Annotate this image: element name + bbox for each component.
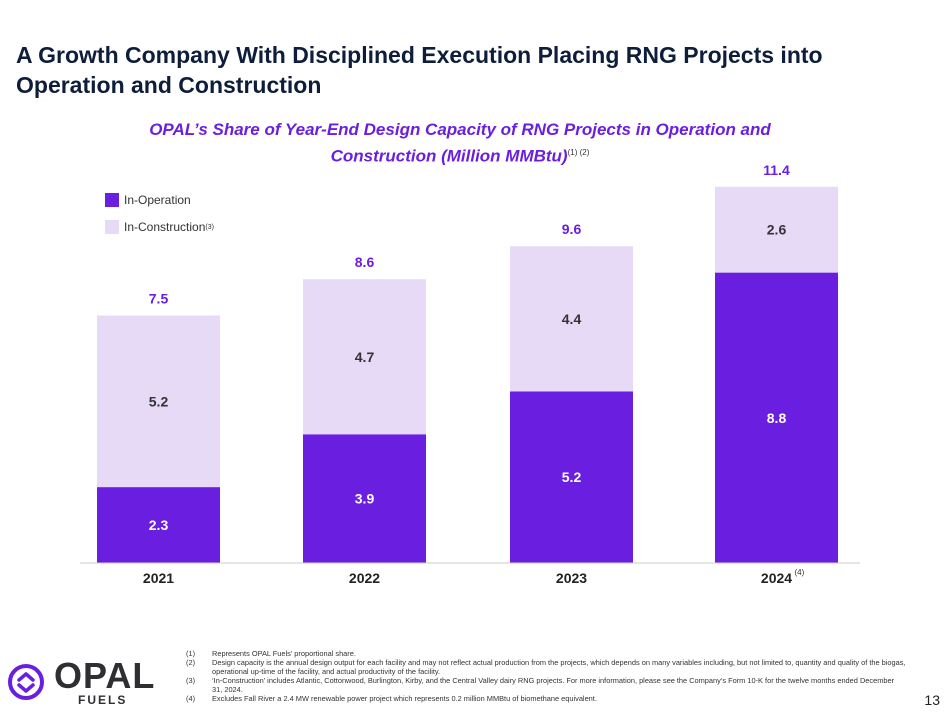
footnote-text: Excludes Fall River a 2.4 MW renewable p… — [212, 694, 597, 703]
footnote-number: (3) — [186, 676, 196, 685]
x-tick-footnote: (4) — [795, 568, 805, 577]
footnote-text: Design capacity is the annual design out… — [212, 658, 906, 676]
legend: In-Operation In-Construction (3) — [105, 193, 214, 247]
footnote-number: (2) — [186, 658, 196, 667]
legend-item-in-operation: In-Operation — [105, 193, 214, 207]
footnote: (1) Represents OPAL Fuels’ proportional s… — [186, 649, 906, 658]
data-label: 8.8 — [767, 410, 787, 426]
x-tick-label: 2022 — [349, 570, 380, 586]
footnote-text: ‘In-Construction’ includes Atlantic, Cot… — [212, 676, 895, 694]
footnote: (2) Design capacity is the annual design … — [186, 658, 906, 676]
footnote-number: (4) — [186, 694, 196, 703]
bar-in-operation — [715, 272, 838, 563]
footnote: (3) ‘In-Construction’ includes Atlantic, … — [186, 676, 906, 694]
bar-in-construction — [97, 315, 220, 488]
total-label: 9.6 — [562, 221, 582, 237]
x-tick-label: 2021 — [143, 570, 174, 586]
legend-label: In-Construction — [124, 220, 206, 234]
logo-subtext: FUELS — [78, 693, 128, 707]
legend-footnote: (3) — [205, 223, 214, 231]
logo-wordmark: OPAL — [54, 655, 156, 696]
legend-item-in-construction: In-Construction (3) — [105, 220, 214, 234]
x-tick-label: 2023 — [556, 570, 587, 586]
chart-title-text: OPAL’s Share of Year-End Design Capacity… — [149, 120, 771, 166]
footnotes: (1) Represents OPAL Fuels’ proportional s… — [186, 649, 906, 703]
legend-label: In-Operation — [124, 193, 191, 207]
data-label: 3.9 — [355, 491, 375, 507]
footnote: (4) Excludes Fall River a 2.4 MW renewabl… — [186, 694, 906, 703]
opal-logo-icon — [8, 664, 44, 700]
legend-swatch — [105, 220, 119, 234]
opal-fuels-logo: OPAL FUELS — [6, 658, 155, 706]
bar-in-operation — [97, 487, 220, 563]
data-label: 5.2 — [149, 393, 169, 409]
data-label: 4.7 — [355, 349, 375, 365]
chart-title: OPAL’s Share of Year-End Design Capacity… — [100, 118, 820, 168]
bar-in-construction — [510, 246, 633, 392]
data-label: 2.3 — [149, 517, 169, 533]
bar-in-construction — [303, 279, 426, 435]
bar-in-operation — [303, 434, 426, 563]
bar-in-construction — [715, 186, 838, 273]
page-title: A Growth Company With Disciplined Execut… — [16, 42, 823, 98]
footnote-number: (1) — [186, 649, 196, 658]
chart-title-footnote: (1) (2) — [567, 148, 590, 157]
data-label: 2.6 — [767, 222, 787, 238]
data-label: 5.2 — [562, 469, 582, 485]
legend-swatch — [105, 193, 119, 207]
data-label: 4.4 — [562, 311, 582, 327]
total-label: 7.5 — [149, 291, 169, 307]
stacked-bar-chart: 2.3 5.2 7.5 2021 3.9 4.7 8.6 2022 5.2 4.4 9.6 2023 8… — [80, 162, 860, 586]
footnote-text: Represents OPAL Fuels’ proportional shar… — [212, 649, 356, 658]
total-label: 11.4 — [763, 162, 790, 178]
total-label: 8.6 — [355, 254, 375, 270]
x-tick-label: 2024 — [761, 570, 792, 586]
page-number: 13 — [924, 692, 940, 708]
bar-in-operation — [510, 391, 633, 563]
